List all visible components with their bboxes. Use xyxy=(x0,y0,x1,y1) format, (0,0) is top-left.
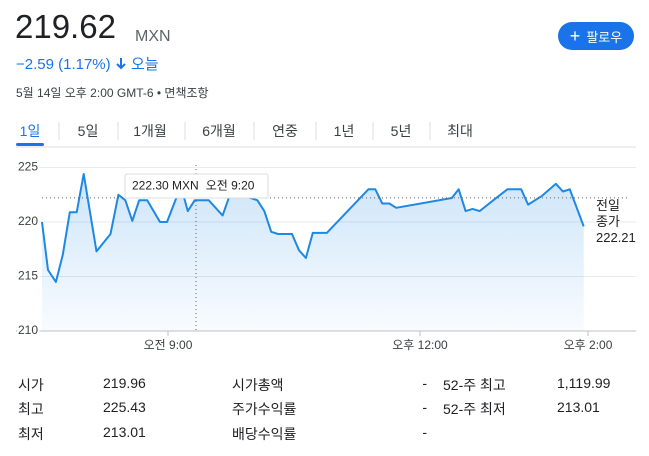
stat-value: - xyxy=(422,424,427,440)
stat-value: - xyxy=(422,399,427,415)
plus-icon: + xyxy=(569,26,581,46)
previous-close-label: 전일 종가 xyxy=(596,198,620,229)
tooltip-text: 222.30 MXN 오전 9:20 xyxy=(132,179,255,193)
timestamp: 5월 14일 오후 2:00 GMT-6 xyxy=(16,86,154,100)
down-arrow xyxy=(116,58,126,70)
tab[interactable]: 최대 xyxy=(447,123,473,139)
price: 219.62 xyxy=(15,8,116,45)
y-tick-label: 220 xyxy=(18,214,38,228)
x-tick-label: 오후 12:00 xyxy=(392,338,448,352)
tab-underline xyxy=(16,143,44,146)
tab[interactable]: 5년 xyxy=(390,123,412,139)
tab[interactable]: 1일 xyxy=(19,123,41,139)
stat-value: 213.01 xyxy=(103,424,146,440)
follow-button[interactable]: + 팔로우 xyxy=(558,22,634,50)
tab[interactable]: 6개월 xyxy=(202,123,236,139)
tooltip-currency: MXN xyxy=(172,179,199,193)
y-tick-label: 225 xyxy=(18,160,38,174)
stat-value: 225.43 xyxy=(103,399,146,415)
change-value: −2.59 (1.17%) xyxy=(16,56,111,73)
disclaimer[interactable]: 면책조항 xyxy=(164,86,209,100)
tooltip-time: 오전 9:20 xyxy=(206,179,255,193)
x-tick-label: 오전 9:00 xyxy=(144,338,193,352)
change-period: 오늘 xyxy=(131,56,159,73)
stat-label: 시가 xyxy=(18,377,44,393)
stat-label: 시가총액 xyxy=(232,377,284,393)
tab[interactable]: 5일 xyxy=(77,123,99,139)
tooltip-box xyxy=(124,173,269,199)
stat-label: 최저 xyxy=(18,426,44,442)
tab[interactable]: 연중 xyxy=(272,123,298,139)
price-line xyxy=(41,173,585,283)
area xyxy=(42,174,584,331)
stat-label: 최고 xyxy=(18,401,44,417)
stat-value: 1,119.99 xyxy=(557,375,611,391)
tab[interactable]: 1개월 xyxy=(133,123,167,139)
tab[interactable]: 1년 xyxy=(333,123,355,139)
currency: MXN xyxy=(135,28,171,45)
y-tick-label: 215 xyxy=(18,269,38,283)
previous-close-value: 222.21 xyxy=(596,230,636,245)
y-tick-label: 210 xyxy=(18,323,38,337)
stat-label: 배당수익률 xyxy=(232,426,297,442)
stat-value: 219.96 xyxy=(103,375,146,391)
stat-label: 52-주 최저 xyxy=(443,401,506,417)
follow-label: 팔로우 xyxy=(586,29,623,45)
timestamp-row: 5월 14일 오후 2:00 GMT-6 • 면책조항 xyxy=(16,86,209,100)
stat-value: - xyxy=(422,375,427,391)
tooltip-value: 222.30 xyxy=(132,179,169,193)
stat-label: 주가수익률 xyxy=(232,401,297,417)
stat-label: 52-주 최고 xyxy=(443,377,506,393)
change: −2.59 (1.17%) 오늘 xyxy=(16,53,159,74)
stat-value: 213.01 xyxy=(557,399,600,415)
x-tick-label: 오후 2:00 xyxy=(564,338,613,352)
